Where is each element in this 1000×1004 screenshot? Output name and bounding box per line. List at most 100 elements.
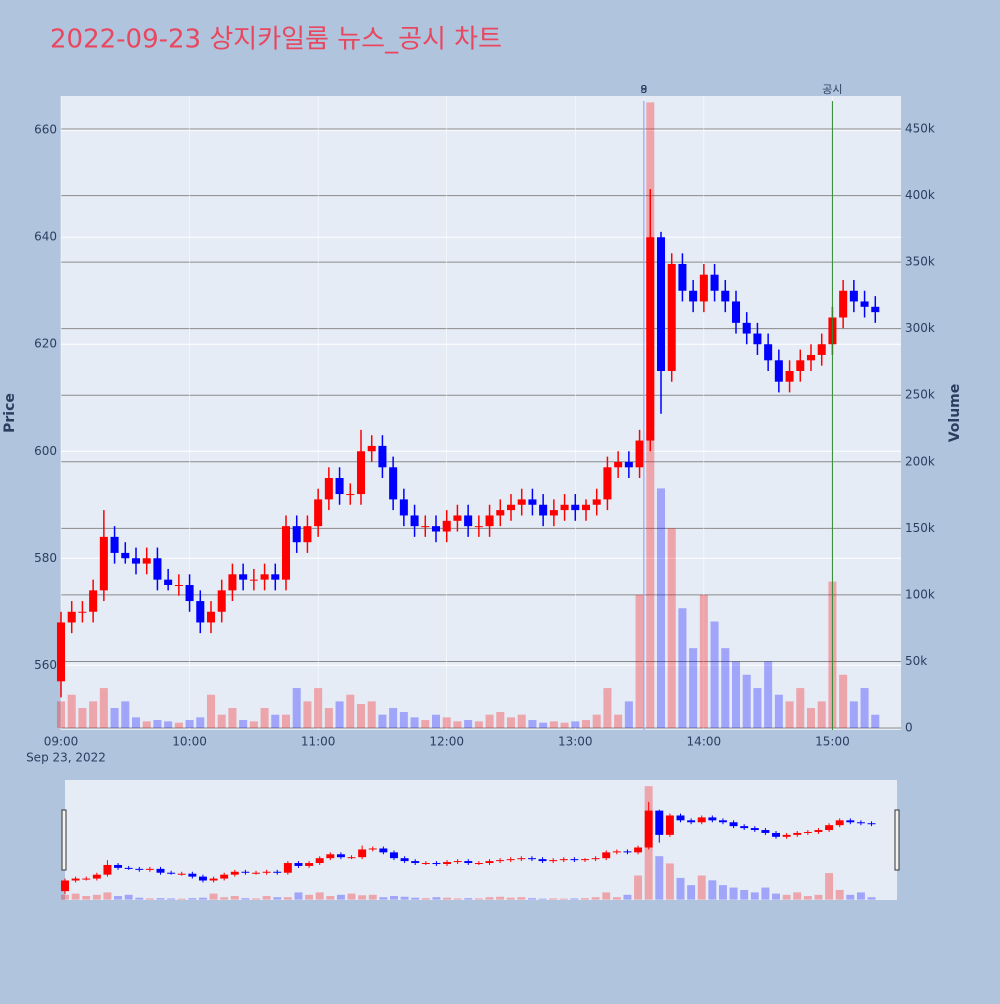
candle-body: [206, 611, 216, 623]
volume-bar: [699, 594, 708, 729]
slider-candle-body: [358, 849, 367, 858]
range-slider[interactable]: [65, 780, 897, 900]
slider-volume-bar: [570, 898, 579, 900]
volume-bar: [142, 721, 151, 729]
candle-body: [335, 478, 344, 495]
candle-body: [217, 590, 226, 612]
candle-body: [871, 306, 880, 313]
slider-volume-bar: [517, 897, 526, 900]
volume-bar: [774, 694, 783, 729]
slider-candle-body: [634, 847, 643, 853]
slider-candle-body: [729, 822, 738, 827]
slider-candle-body: [167, 872, 176, 874]
slider-candle-body: [835, 820, 844, 826]
candle-body: [174, 585, 183, 587]
candle-body: [506, 504, 516, 511]
slider-volume-bar: [336, 894, 345, 900]
volume-bar: [303, 701, 312, 729]
slider-volume-bar: [782, 894, 791, 900]
y2-tick-label: 350k: [905, 255, 935, 269]
volume-bar: [796, 688, 805, 729]
chart-title: 2022-09-23 상지카일룸 뉴스_공시 차트: [50, 25, 502, 55]
slider-candle-body: [644, 810, 653, 848]
volume-bar: [474, 721, 483, 729]
volume-bar: [228, 708, 237, 729]
volume-bar: [678, 608, 687, 729]
slider-candle-body: [315, 858, 324, 864]
slider-candle-body: [400, 858, 409, 862]
y2-tick-label: 200k: [905, 454, 935, 468]
slider-volume-bar: [634, 875, 643, 900]
volume-bar: [560, 722, 569, 729]
candle-body: [689, 290, 698, 302]
volume-bar: [271, 714, 280, 729]
candle-body: [764, 344, 773, 361]
slider-candle-body: [368, 848, 377, 850]
candle-body: [817, 344, 826, 355]
slider-volume-bar: [358, 895, 367, 900]
volume-bar: [164, 721, 173, 729]
slider-volume-bar: [71, 893, 80, 900]
slider-handle[interactable]: [894, 809, 900, 871]
candle-body: [142, 558, 151, 564]
volume-bar: [367, 701, 376, 729]
candle-body: [324, 478, 333, 500]
slider-volume-bar: [453, 898, 462, 900]
slider-volume-bar: [623, 894, 632, 900]
annotation-label: 9: [640, 83, 647, 96]
slider-candle-body: [262, 871, 271, 873]
slider-volume-bar: [612, 897, 621, 900]
slider-volume-bar: [347, 893, 356, 900]
volume-bar: [614, 714, 623, 729]
slider-volume-bar: [368, 894, 377, 900]
slider-volume-bar: [506, 897, 515, 900]
slider-candle-body: [114, 864, 123, 868]
candle-body: [356, 451, 366, 495]
slider-candle-body: [761, 830, 770, 833]
volume-bar: [624, 701, 633, 729]
candle-body: [239, 574, 248, 580]
y2-tick-label: 50k: [905, 654, 927, 668]
slider-candle-body: [61, 880, 69, 892]
slider-volume-bar: [326, 896, 335, 900]
candle-body: [646, 237, 655, 441]
volume-bar: [442, 717, 451, 729]
volume-bar: [517, 714, 526, 729]
candle-body: [89, 590, 98, 612]
slider-volume-bar: [687, 885, 696, 900]
volume-bar: [806, 708, 816, 729]
slider-candle-body: [772, 832, 780, 837]
slider-candle-body: [782, 834, 791, 837]
slider-handle[interactable]: [61, 809, 67, 871]
y2-axis-title: Volume: [947, 384, 963, 443]
slider-volume-bar: [379, 897, 388, 900]
y2-tick-label: 450k: [905, 122, 935, 136]
volume-bar: [549, 721, 558, 729]
slider-candle-body: [803, 831, 812, 833]
slider-candle-body: [538, 859, 547, 862]
volume-bar: [496, 712, 505, 729]
slider-volume-bar: [421, 898, 430, 900]
volume-bar: [667, 528, 676, 729]
slider-volume-bar: [177, 898, 186, 900]
slider-candle-body: [687, 820, 696, 823]
candle-body: [539, 504, 548, 516]
candle-body: [678, 263, 687, 291]
slider-candle-body: [655, 810, 664, 835]
slider-candle-body: [82, 878, 91, 880]
slider-candle-body: [432, 863, 441, 865]
slider-volume-bar: [676, 877, 685, 900]
candle-body: [346, 494, 355, 496]
volume-bar: [324, 708, 333, 729]
slider-candle-body: [390, 852, 398, 859]
volume-bar: [539, 722, 548, 729]
slider-volume-bar: [443, 897, 452, 900]
candle-body: [121, 552, 130, 559]
y2-tick-label: 250k: [905, 388, 935, 402]
slider-candle-body: [326, 854, 335, 859]
volume-bar: [431, 714, 441, 729]
plot-area: [61, 96, 901, 730]
slider-volume-bar: [220, 897, 229, 900]
candle-body: [314, 499, 323, 527]
